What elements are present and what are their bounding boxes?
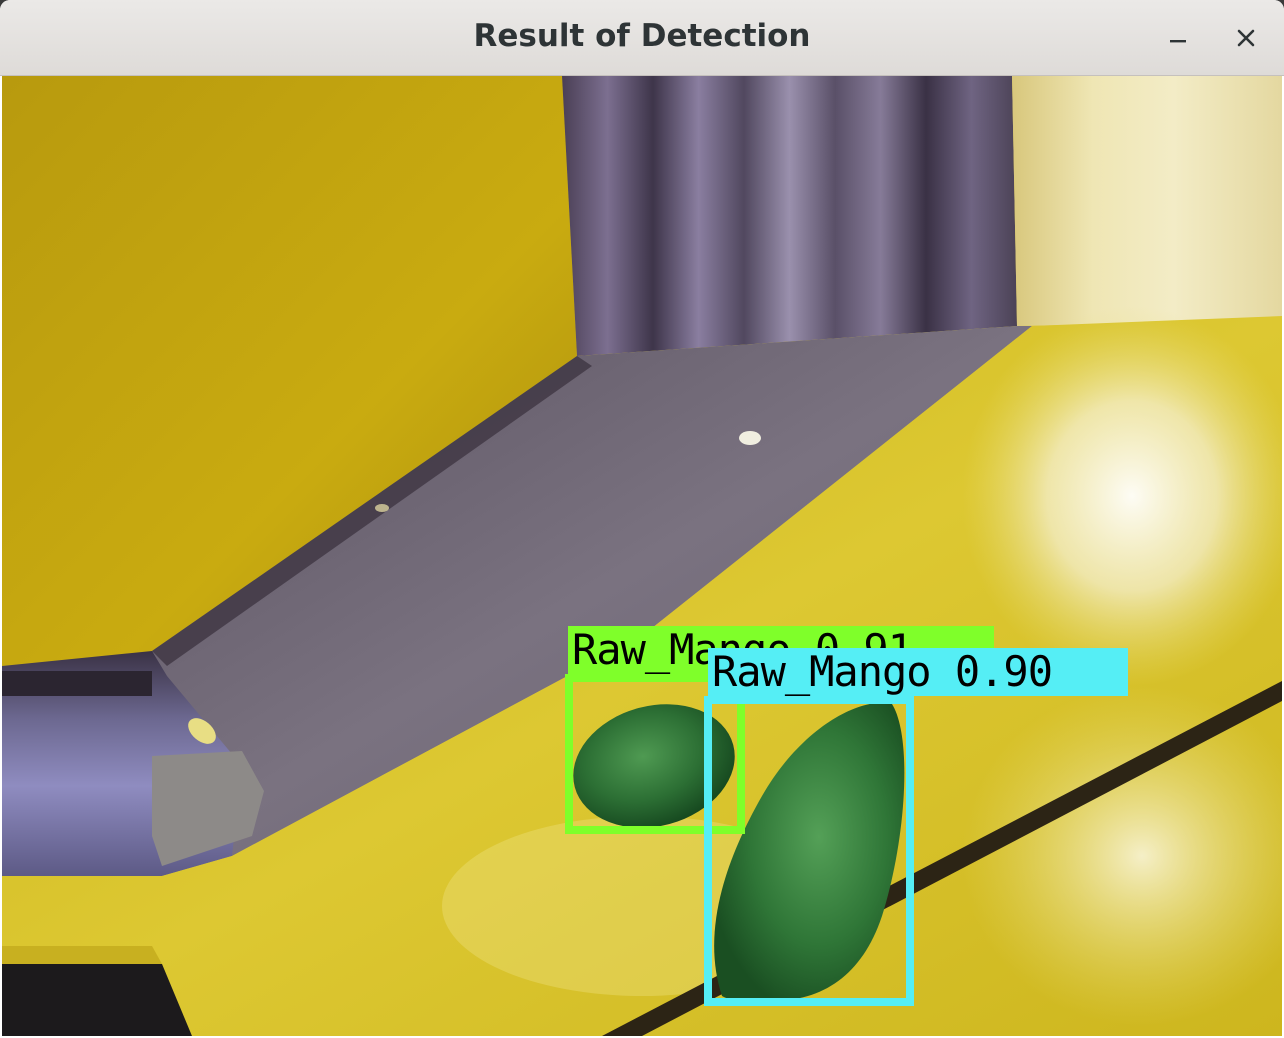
detection-box-1	[565, 674, 745, 834]
detection-box-2	[704, 696, 914, 1006]
detection-label-2: Raw_Mango 0.90	[708, 648, 1128, 696]
detection-label-text-2: Raw_Mango 0.90	[712, 647, 1053, 696]
close-button[interactable]	[1226, 18, 1266, 58]
detection-image: Raw_Mango 0.91 Raw_Mango 0.90	[2, 76, 1282, 1036]
close-icon	[1237, 29, 1255, 47]
title-bar[interactable]: Result of Detection	[0, 0, 1284, 76]
scene-photo	[2, 76, 1282, 1036]
minimize-button[interactable]	[1158, 18, 1198, 58]
minimize-icon	[1170, 40, 1186, 43]
window-title: Result of Detection	[473, 18, 811, 54]
